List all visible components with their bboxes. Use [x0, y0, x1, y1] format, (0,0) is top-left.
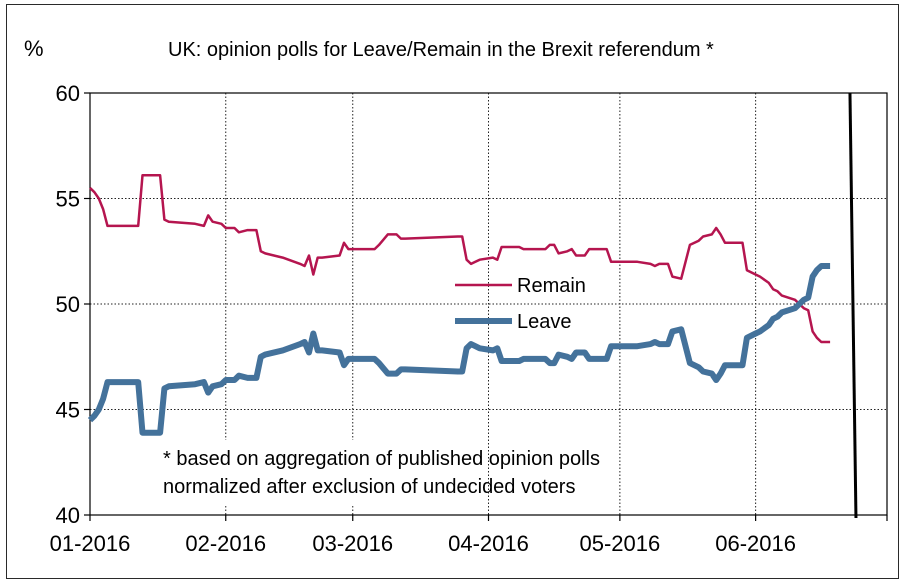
x-tick-label: 05-2016 [579, 531, 660, 556]
annotation-line-1: * based on aggregation of published opin… [163, 448, 600, 470]
annotation-line-2: normalized after exclusion of undecided … [163, 476, 575, 498]
y-tick-label: 45 [56, 398, 80, 423]
grid-layer [90, 93, 887, 515]
y-tick-label: 60 [56, 81, 80, 106]
chart-title: UK: opinion polls for Leave/Remain in th… [168, 39, 714, 61]
y-tick-label: 50 [56, 292, 80, 317]
annotation-backdrop [158, 440, 486, 504]
legend-remain-label: Remain [517, 275, 586, 297]
y-tick-label: 40 [56, 503, 80, 528]
series-line-leave [87, 263, 831, 436]
series-line-remain [89, 174, 831, 344]
legend: Remain Leave [455, 275, 586, 333]
legend-leave-label: Leave [517, 311, 572, 333]
x-tick-label: 03-2016 [312, 531, 393, 556]
x-tick-label: 01-2016 [50, 531, 131, 556]
referendum-day-marker [848, 92, 858, 519]
y-tick-label: 55 [56, 187, 80, 212]
series-layer [87, 174, 831, 436]
x-tick-label: 06-2016 [715, 531, 796, 556]
tick-layer: 40 45 50 55 60 01-2016 02-2016 03-2016 04-2016 05… [50, 81, 888, 556]
x-tick-label: 04-2016 [448, 531, 529, 556]
y-unit-label: % [24, 36, 44, 61]
x-tick-label: 02-2016 [185, 531, 266, 556]
